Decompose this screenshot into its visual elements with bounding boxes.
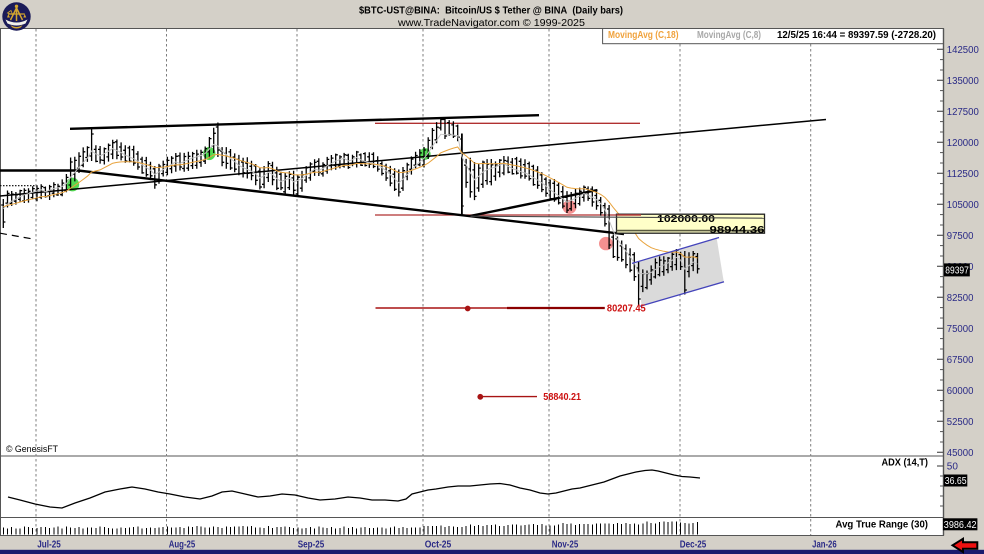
svg-text:© GenesisFT: © GenesisFT (6, 444, 58, 455)
svg-text:142500: 142500 (947, 45, 979, 56)
svg-text:112500: 112500 (947, 169, 979, 180)
svg-text:52500: 52500 (947, 417, 974, 428)
svg-text:60000: 60000 (947, 386, 974, 397)
svg-text:MovingAvg (C,8): MovingAvg (C,8) (697, 30, 761, 41)
svg-text:Dec-25: Dec-25 (680, 539, 707, 550)
svg-text:Aug-25: Aug-25 (169, 539, 196, 550)
svg-text:ADX (14,T): ADX (14,T) (882, 458, 929, 469)
svg-text:www.TradeNavigator.com © 1999-: www.TradeNavigator.com © 1999-2025 (397, 17, 585, 29)
svg-text:135000: 135000 (947, 76, 979, 87)
svg-text:Nov-25: Nov-25 (552, 539, 579, 550)
svg-text:58840.21: 58840.21 (543, 391, 581, 403)
svg-text:127500: 127500 (947, 107, 979, 118)
svg-text:75000: 75000 (947, 324, 974, 335)
svg-text:89397: 89397 (945, 265, 969, 277)
svg-text:Avg True Range (30): Avg True Range (30) (836, 520, 929, 531)
svg-text:MovingAvg (C,18): MovingAvg (C,18) (608, 30, 679, 41)
svg-text:Jul-25: Jul-25 (37, 539, 61, 550)
svg-text:97500: 97500 (947, 231, 974, 242)
svg-text:12/5/25 16:44 = 89397.59 (-272: 12/5/25 16:44 = 89397.59 (-2728.20) (777, 30, 936, 41)
svg-text:50: 50 (947, 462, 959, 473)
svg-text:120000: 120000 (947, 138, 979, 149)
svg-text:Oct-25: Oct-25 (425, 539, 452, 550)
svg-text:82500: 82500 (947, 293, 974, 304)
svg-text:80207.45: 80207.45 (607, 303, 646, 315)
svg-text:Sep-25: Sep-25 (298, 539, 325, 550)
svg-text:Jan-26: Jan-26 (812, 539, 837, 550)
svg-text:105000: 105000 (947, 200, 979, 211)
svg-text:67500: 67500 (947, 355, 974, 366)
svg-text:36.65: 36.65 (945, 476, 967, 487)
svg-text:$BTC-UST@BINA: Bitcoin/US $ T: $BTC-UST@BINA: Bitcoin/US $ Tether @ BIN… (359, 5, 623, 17)
svg-text:3986.42: 3986.42 (944, 520, 977, 531)
svg-text:45000: 45000 (947, 448, 974, 459)
svg-text:102000.00: 102000.00 (657, 213, 715, 225)
svg-text:98944.36: 98944.36 (710, 224, 765, 236)
